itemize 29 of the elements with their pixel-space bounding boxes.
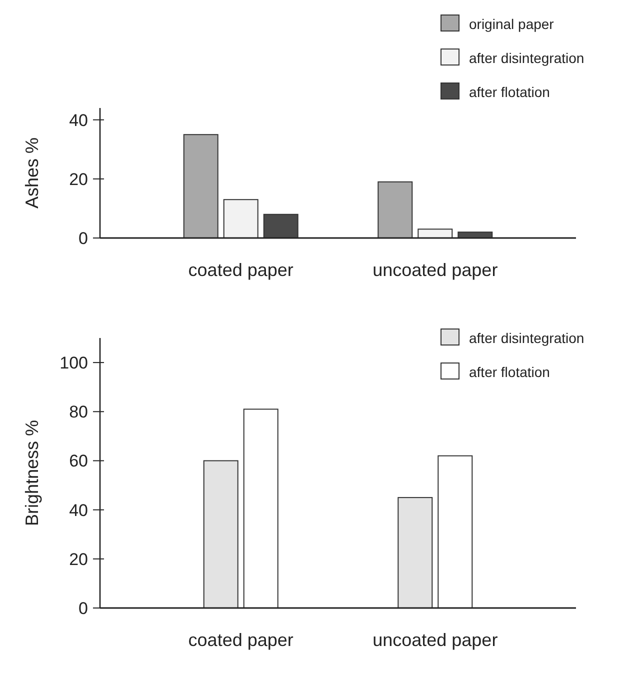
- bar: [263, 214, 298, 238]
- y-tick-label: 20: [69, 550, 88, 569]
- y-axis-title: Ashes %: [22, 137, 42, 209]
- x-tick-label: uncoated paper: [372, 260, 498, 280]
- legend-label: after flotation: [469, 364, 550, 380]
- bar: [398, 497, 433, 608]
- legend-label: after disintegration: [469, 50, 584, 66]
- y-axis-title: Brightness %: [22, 420, 42, 526]
- legend-label: after flotation: [469, 84, 550, 100]
- bar: [183, 134, 218, 238]
- bar: [438, 455, 473, 608]
- y-tick-label: 100: [60, 353, 88, 372]
- bar: [223, 199, 258, 238]
- y-tick-label: 0: [78, 228, 88, 248]
- y-tick-label: 40: [69, 110, 88, 130]
- legend-label: after disintegration: [469, 330, 584, 346]
- bar: [243, 408, 278, 608]
- x-tick-label: coated paper: [188, 260, 294, 280]
- y-tick-label: 20: [69, 170, 88, 189]
- bar: [203, 460, 238, 608]
- y-tick-label: 40: [69, 500, 88, 520]
- y-tick-label: 60: [69, 452, 88, 471]
- x-tick-label: coated paper: [188, 630, 294, 650]
- legend-label: original paper: [469, 16, 554, 32]
- y-tick-label: 80: [69, 402, 88, 422]
- y-tick-label: 0: [78, 598, 88, 618]
- bar: [378, 181, 413, 238]
- bar: [418, 228, 453, 238]
- x-tick-label: uncoated paper: [372, 630, 498, 650]
